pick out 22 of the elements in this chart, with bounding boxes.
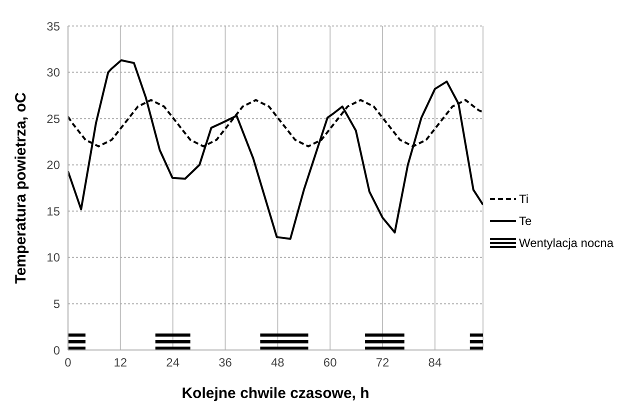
x-tick-label: 60 [323,356,338,370]
line-series [68,59,483,240]
y-tick-label: 15 [46,204,60,218]
x-tick-label: 12 [114,356,128,370]
y-tick-label: 35 [46,19,60,34]
legend-label: Ti [519,191,529,208]
x-tick-label: 36 [218,356,232,370]
legend-label: Te [519,213,532,230]
y-tick-label: 10 [46,250,60,265]
x-tick-label: 24 [166,356,180,370]
x-tick-label: 72 [376,356,390,370]
y-tick-label: 5 [53,296,60,311]
legend-label: Wentylacja nocna [519,235,614,252]
y-tick-label: 30 [46,66,60,80]
y-tick-label: 25 [46,112,60,126]
x-axis-title: Kolejne chwile czasowe, h [182,385,370,402]
x-tick-label: 0 [64,356,72,370]
x-tick-label: 48 [271,356,285,370]
x-tick-label: 84 [428,356,442,370]
y-tick-label: 0 [53,343,60,358]
y-tick-label: 20 [46,158,60,172]
y-axis-title: Temperatura powietrza, oC [12,92,30,284]
